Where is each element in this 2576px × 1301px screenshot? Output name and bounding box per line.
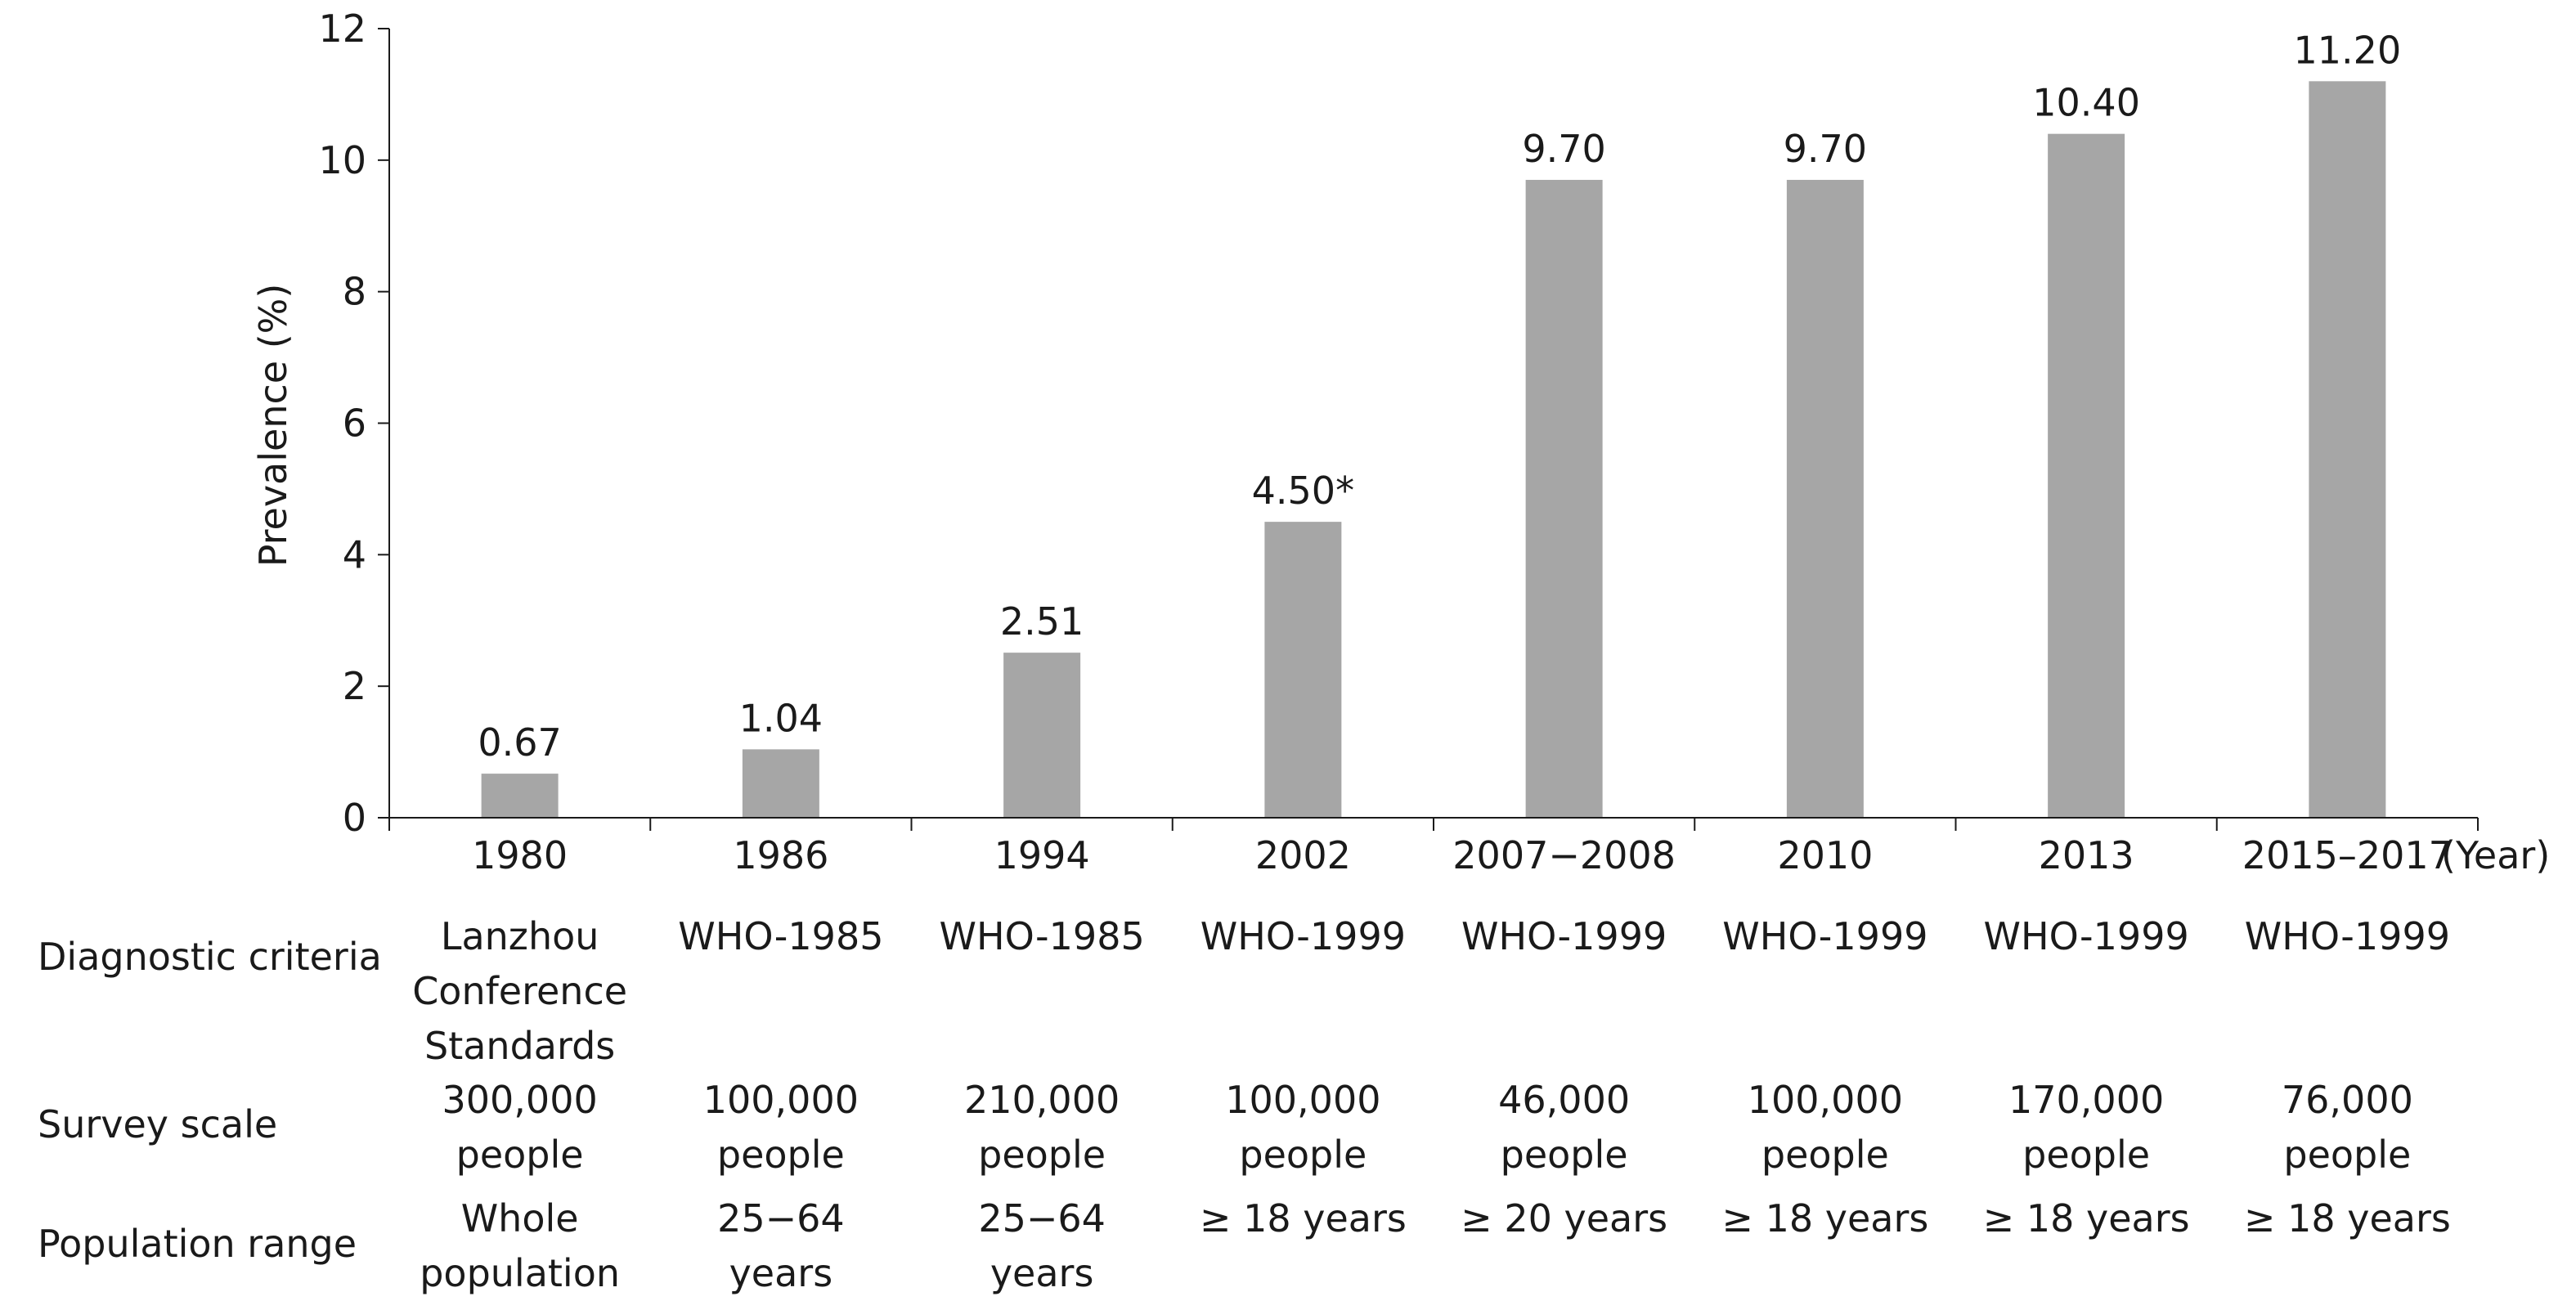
bar	[2309, 81, 2386, 819]
table-cell: WHO-1999	[1461, 914, 1667, 958]
row-label: Population range	[38, 1222, 357, 1266]
bar	[481, 774, 559, 818]
x-tick-label: 2007−2008	[1452, 833, 1676, 877]
table-cell: Whole population	[420, 1196, 621, 1295]
y-tick-label: 6	[343, 402, 366, 446]
table-cell: ≥ 18 years	[2243, 1196, 2451, 1240]
table-cell: 25−64 years	[717, 1196, 845, 1295]
x-tick-label: 1994	[994, 833, 1090, 877]
table-cell: 210,000 people	[964, 1078, 1120, 1177]
table-cell: ≥ 18 years	[1721, 1196, 1929, 1240]
y-tick-label: 4	[343, 532, 366, 576]
x-axis-unit-label: (Year)	[2441, 833, 2550, 877]
data-label: 10.40	[2032, 81, 2140, 125]
x-tick-label: 2010	[1777, 833, 1873, 877]
y-tick-label: 8	[343, 270, 366, 314]
table-cell: 170,000 people	[2008, 1078, 2165, 1177]
table-cell: 100,000 people	[702, 1078, 859, 1177]
row-label: Survey scale	[38, 1102, 278, 1146]
table-cell: 46,000 people	[1498, 1078, 1631, 1177]
y-tick-label: 2	[343, 664, 366, 708]
table-cell: WHO-1999	[1722, 914, 1928, 958]
y-axis-title: Prevalence (%)	[251, 284, 295, 568]
bar	[1525, 179, 1603, 819]
table-cell: ≥ 18 years	[1982, 1196, 2190, 1240]
data-labels-group: 0.67 1.04 2.51 4.50* 9.70 9.70 10.40 11.20	[478, 28, 2401, 765]
y-tick-label: 10	[318, 138, 366, 182]
x-tick-label: 2015–2017	[2242, 833, 2453, 877]
bar	[1264, 522, 1342, 818]
table-cell: 300,000 people	[442, 1078, 598, 1177]
table-cell: 100,000 people	[1225, 1078, 1381, 1177]
x-tick-label: 1986	[733, 833, 828, 877]
table-cell: WHO-1999	[1983, 914, 2189, 958]
x-tick-label: 1980	[472, 833, 568, 877]
table-cell: 100,000 people	[1747, 1078, 1903, 1177]
data-label: 4.50*	[1252, 469, 1354, 513]
table-cell: 25−64 years	[978, 1196, 1106, 1295]
y-tick-label: 0	[343, 796, 366, 840]
bar	[1786, 179, 1864, 819]
table-cell: ≥ 20 years	[1461, 1196, 1668, 1240]
x-tick-label: 2002	[1255, 833, 1351, 877]
table-cell: 76,000 people	[2281, 1078, 2413, 1177]
table-cell: Lanzhou Conference Standards	[412, 914, 628, 1068]
table-cell: WHO-1999	[2244, 914, 2450, 958]
row-label: Diagnostic criteria	[38, 935, 382, 979]
bar	[2048, 133, 2125, 818]
y-tick-label: 12	[318, 7, 366, 51]
x-axis: 1980 1986 1994 2002 2007−2008 2010 2013 2015–20…	[388, 817, 2479, 877]
x-tick-label: 2013	[2039, 833, 2134, 877]
bar	[742, 749, 819, 818]
table-cell: ≥ 18 years	[1199, 1196, 1407, 1240]
table-cell: WHO-1985	[939, 914, 1145, 958]
data-label: 2.51	[1000, 599, 1084, 644]
y-axis: 0 2 4 6 8 10 12	[318, 7, 390, 840]
table-cell: WHO-1999	[1200, 914, 1406, 958]
data-label: 1.04	[739, 696, 823, 740]
data-label: 0.67	[478, 720, 561, 765]
data-label: 9.70	[1784, 127, 1867, 171]
table-cell: WHO-1985	[678, 914, 884, 958]
data-label: 11.20	[2294, 28, 2402, 72]
bar	[1003, 653, 1081, 818]
bars-group	[481, 81, 2386, 819]
data-label: 9.70	[1522, 127, 1605, 171]
